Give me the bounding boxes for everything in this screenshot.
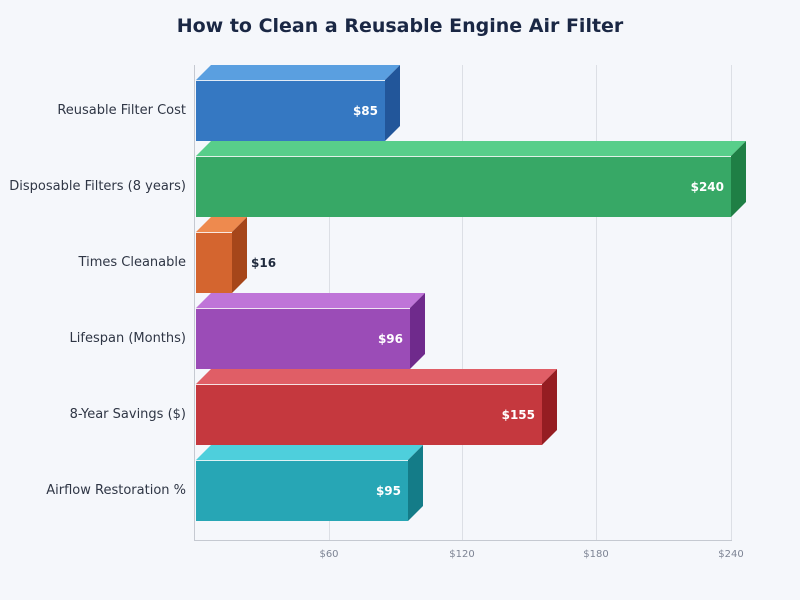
value-label: $95 — [375, 483, 401, 498]
bar-top-face — [196, 65, 400, 80]
category-label: Reusable Filter Cost — [57, 102, 186, 118]
bar-side-face — [408, 445, 423, 521]
value-label: $240 — [690, 179, 724, 194]
bar-front-face — [196, 80, 385, 141]
bar-side-face — [232, 217, 247, 293]
x-tick-label: $120 — [449, 549, 475, 560]
x-tick-label: $180 — [583, 549, 609, 560]
category-label: Airflow Restoration % — [46, 482, 186, 498]
bar-top-face — [196, 445, 423, 460]
y-axis-line — [194, 65, 195, 541]
bar-top-face — [196, 141, 746, 156]
bar — [196, 156, 731, 217]
bar — [196, 80, 385, 141]
x-axis-line — [194, 540, 732, 541]
value-label: $85 — [352, 103, 378, 118]
category-label: Disposable Filters (8 years) — [9, 178, 186, 194]
bar-side-face — [410, 293, 425, 369]
bar-top-face — [196, 217, 247, 232]
gridline — [731, 65, 732, 541]
chart-title: How to Clean a Reusable Engine Air Filte… — [176, 15, 624, 37]
x-tick-label: $60 — [319, 549, 339, 560]
bar — [196, 384, 542, 445]
bar-top-face — [196, 293, 425, 308]
bar — [196, 232, 232, 293]
category-label: 8-Year Savings ($) — [69, 406, 186, 422]
bar-side-face — [542, 369, 557, 445]
bar-front-face — [196, 460, 408, 521]
gridline — [596, 65, 597, 541]
gridline — [462, 65, 463, 541]
bar-front-face — [196, 156, 731, 217]
value-label: $96 — [377, 331, 403, 346]
value-label: $16 — [251, 255, 277, 270]
bar-side-face — [385, 65, 400, 141]
category-label: Lifespan (Months) — [69, 330, 186, 346]
bar — [196, 460, 408, 521]
bar-side-face — [731, 141, 746, 217]
bar — [196, 308, 410, 369]
x-tick-label: $240 — [718, 549, 744, 560]
bar-front-face — [196, 308, 410, 369]
bar-front-face — [196, 384, 542, 445]
category-label: Times Cleanable — [78, 254, 186, 270]
bar-top-face — [196, 369, 557, 384]
bar-front-face — [196, 232, 232, 293]
value-label: $155 — [501, 407, 535, 422]
